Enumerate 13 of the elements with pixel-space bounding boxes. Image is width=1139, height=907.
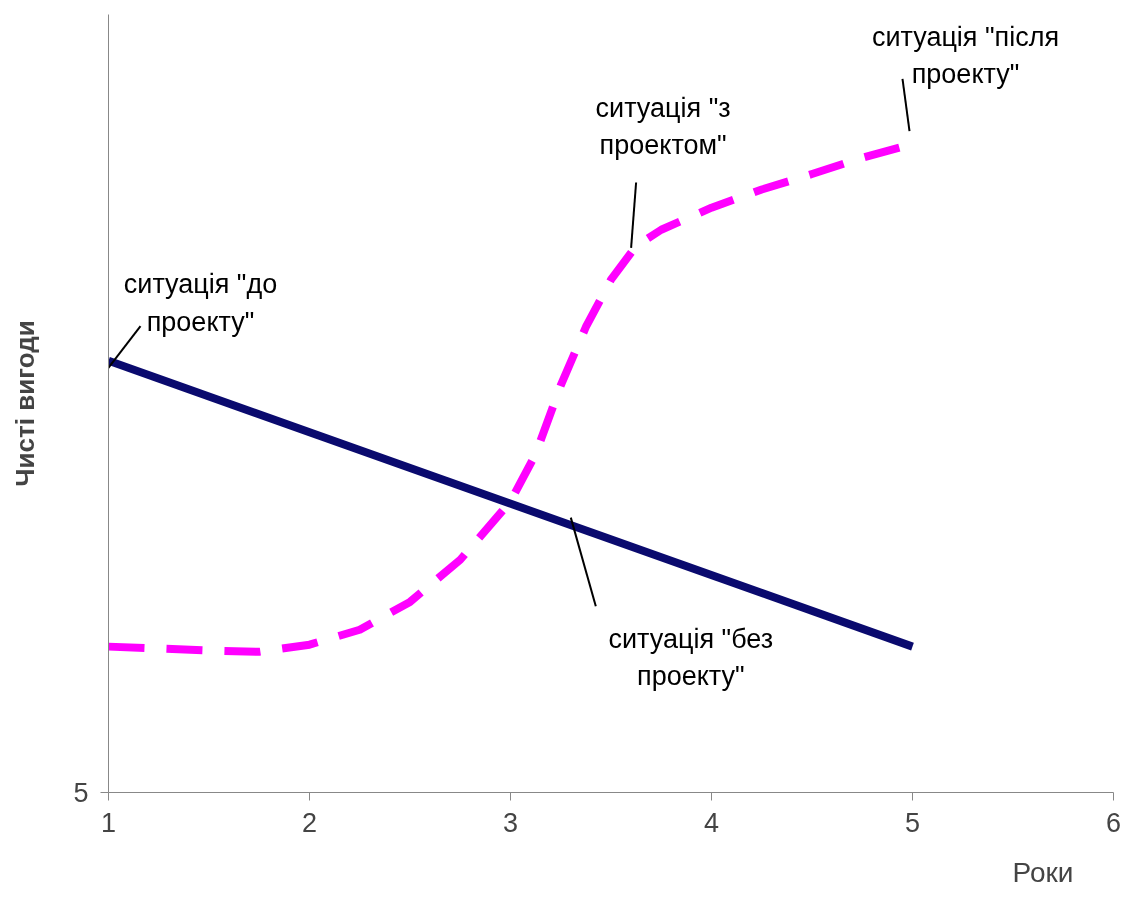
x-tick-label: 3	[502, 807, 519, 838]
x-tick-label: 2	[301, 807, 318, 838]
x-axis-title: Роки	[1012, 856, 1074, 888]
x-tick-label: 6	[1105, 807, 1122, 838]
text: 5	[73, 778, 89, 808]
x-tick-label: 1	[100, 807, 117, 838]
annotation: ситуація "без проекту"	[608, 623, 774, 692]
annotation: ситуація "з проектом"	[595, 92, 731, 161]
x-tick-label: 5	[904, 807, 921, 838]
annotation: ситуація "після проекту"	[871, 21, 1060, 90]
y-axis-title: Чисті вигоди	[10, 320, 41, 487]
x-tick-label: 4	[703, 807, 720, 838]
annotation: ситуація "до проекту"	[123, 269, 278, 337]
